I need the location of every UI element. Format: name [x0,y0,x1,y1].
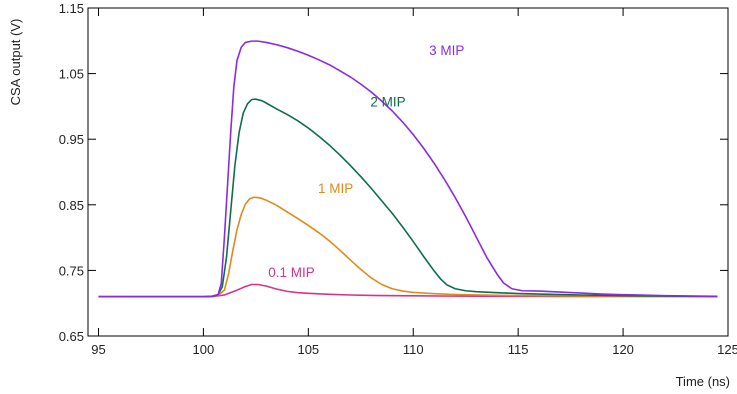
plot-frame [88,8,728,336]
y-tick-label: 0.85 [59,198,84,213]
series-lines [98,41,717,297]
y-tick-label: 1.05 [59,67,84,82]
series-label: 2 MIP [370,94,405,109]
x-axis-title: Time (ns) [676,374,730,389]
x-tick-label: 125 [717,342,737,357]
series-label: 1 MIP [318,181,353,196]
series-label: 0.1 MIP [268,265,315,280]
series-label: 3 MIP [429,43,464,58]
x-tick-label: 115 [508,342,529,357]
x-tick-label: 110 [403,342,424,357]
x-tick-label: 100 [193,342,215,357]
axis-ticks [88,8,728,336]
y-axis-title: CSA output (V) [8,19,23,106]
series-labels: 0.1 MIP 1 MIP 2 MIP 3 MIP [268,43,464,280]
series-line [98,41,717,297]
y-tick-label: 1.15 [59,1,84,16]
y-tick-label: 0.95 [59,132,84,147]
axis-tick-labels: 95 100 105 110 115 120 125 0.65 0.75 0.85 0.95 1.05… [59,1,737,357]
series-line [98,197,717,296]
y-tick-label: 0.75 [59,263,84,278]
plot-border [88,8,728,336]
x-tick-label: 95 [91,342,105,357]
x-tick-label: 120 [612,342,634,357]
y-tick-label: 0.65 [59,329,84,344]
x-tick-label: 105 [297,342,319,357]
